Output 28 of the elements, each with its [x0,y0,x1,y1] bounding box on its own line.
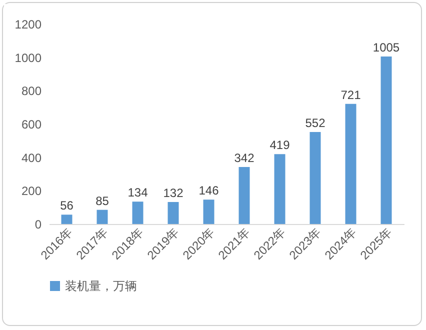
y-tick-label: 400 [21,150,42,165]
bar [310,132,321,224]
y-tick-label: 0 [34,218,42,232]
y-tick-label: 600 [21,118,42,132]
data-label: 56 [60,198,74,213]
data-label: 146 [198,184,220,198]
y-tick-label: 200 [21,184,42,198]
bar [274,154,286,224]
data-label: 342 [234,151,255,165]
data-label: 552 [305,116,326,130]
y-tick-label: 1200 [14,18,42,32]
data-label: 419 [270,138,290,152]
y-tick-label: 1000 [14,50,42,65]
bar [61,214,72,224]
bar [168,202,179,224]
bar [203,200,214,224]
bar [380,56,392,224]
bar [238,167,250,224]
bar [345,104,356,224]
bar [96,210,108,224]
data-label: 721 [340,88,362,102]
bar [132,202,144,224]
data-label: 85 [96,194,110,208]
y-tick-label: 800 [21,84,42,98]
data-label: 132 [163,186,184,200]
data-label: 134 [128,186,148,200]
data-label: 1005 [372,40,400,54]
legend-label: 装机量，万辆 [65,279,137,293]
